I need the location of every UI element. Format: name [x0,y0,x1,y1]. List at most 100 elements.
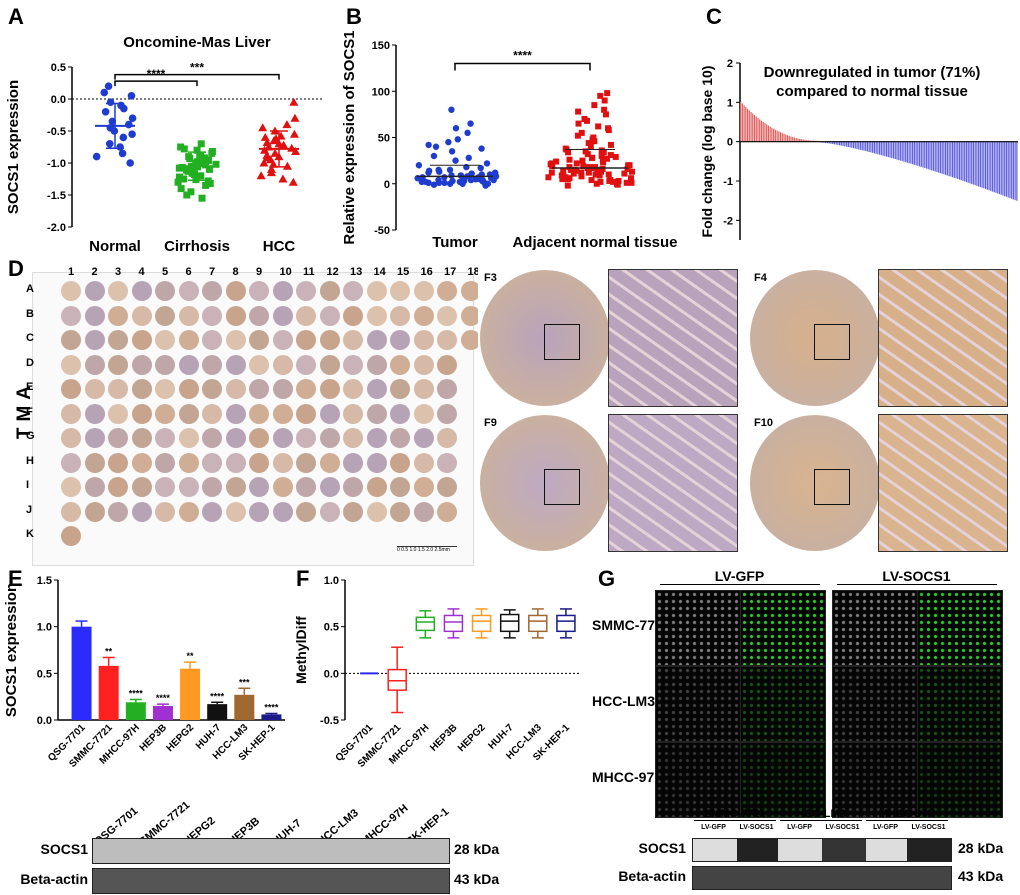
chart-e-bar [98,665,119,720]
tma-core [61,379,81,399]
chart-a-point [198,194,206,202]
tma-core [296,477,316,497]
chart-a-point [128,114,137,122]
tma-core [296,501,316,522]
chart-c-bar [781,133,783,142]
chart-c-bar [865,141,867,152]
tma-core [84,477,105,497]
chart-c-bar [946,141,948,176]
chart-c-bar [852,141,855,149]
chart-c-bar [1002,141,1004,196]
chart-c-bar [773,128,775,142]
chart-c-bar [918,141,921,167]
chart-f-methyldiff-box: MethylDiff1.00.50.0-0.5QSG-7701SMMC-7721… [293,575,580,770]
chart-c-bar [901,141,903,162]
chart-c-bar [938,141,940,173]
chart-c-bar [837,141,839,145]
chart-b-point [597,92,604,99]
chart-a-point [282,161,292,170]
tma-core [108,428,128,448]
chart-c-bar [932,141,935,171]
ihc-core-image [480,270,610,406]
tma-core [390,403,410,424]
tma-core [155,403,175,424]
tma-core [202,305,222,326]
chart-b-ytick-label: 0 [384,179,390,191]
chart-b-point [435,166,442,174]
chart-a-point [197,140,205,148]
chart-c-bar [1004,141,1006,197]
panel-g-cell-label: MHCC-97H [592,769,665,785]
chart-c-bar [892,141,895,159]
ihc-core-image [750,415,880,551]
tma-core [61,305,81,326]
tma-core [319,428,340,448]
chart-b-point [607,152,614,159]
chart-a-point [199,156,207,164]
tma-column-label: 11 [303,266,315,278]
tma-core [108,305,128,326]
chart-b-point [579,157,586,164]
chart-c-bar [861,141,863,151]
chart-b-point [432,143,440,150]
tma-core [413,428,434,448]
blot-g-lane-label: LV-GFP [701,824,726,831]
chart-a-point [128,130,136,138]
brightfield-image [655,590,741,666]
chart-b-point [589,154,596,161]
chart-c-bar [783,133,785,142]
chart-c-bar [875,141,877,154]
chart-c-bar [925,141,928,169]
ihc-magnified-image [608,414,738,552]
chart-c-bar [797,138,799,142]
chart-c-bar [833,141,836,145]
chart-b-point [464,129,471,137]
brightfield-image [832,590,918,666]
chart-c-bar [845,141,848,147]
tma-core [296,330,316,350]
chart-a-point [200,160,208,168]
chart-a-point [106,98,115,106]
tma-core [343,452,363,473]
chart-c-bar [1012,141,1015,200]
chart-b-point [575,120,582,127]
tma-core [84,452,105,473]
chart-c-ytick-label: -2 [723,215,733,227]
tma-core [272,403,293,424]
blot-g-row [692,866,952,890]
chart-a-significance-bracket [114,80,198,87]
tma-core [61,477,81,497]
chart-b-point [612,153,619,160]
tma-core [343,281,363,301]
chart-c-bar [957,141,959,180]
chart-a-point [268,159,278,168]
blot-g-group-label: MHCC-97H [866,808,948,821]
chart-b-point [472,175,480,183]
chart-c-bar [778,131,780,142]
chart-c-bar [965,141,968,183]
tma-core [225,428,246,448]
tma-core [108,452,128,473]
chart-b-point [545,174,552,181]
chart-a-point [182,166,190,174]
chart-c-bar [828,141,830,144]
ihc-image-grid: F3 F4 F9 F10 [478,268,1020,564]
ihc-core-image [750,270,880,406]
tma-core [272,477,293,497]
chart-a-point [193,146,201,154]
chart-a-category-label: HCC [263,238,296,255]
chart-c-bar [971,141,973,184]
chart-a-point [197,151,205,159]
chart-c-bar [903,141,905,162]
tma-core [225,281,246,301]
tma-core [225,477,246,497]
tma-core [108,501,128,522]
chart-c-bar [1009,141,1011,199]
chart-b-point [600,149,607,156]
chart-c-bar [993,141,995,193]
chart-b-point [575,108,582,115]
chart-b-point [422,178,430,186]
chart-b-point [448,106,455,113]
tma-core [202,354,222,375]
chart-a-point [183,191,191,199]
